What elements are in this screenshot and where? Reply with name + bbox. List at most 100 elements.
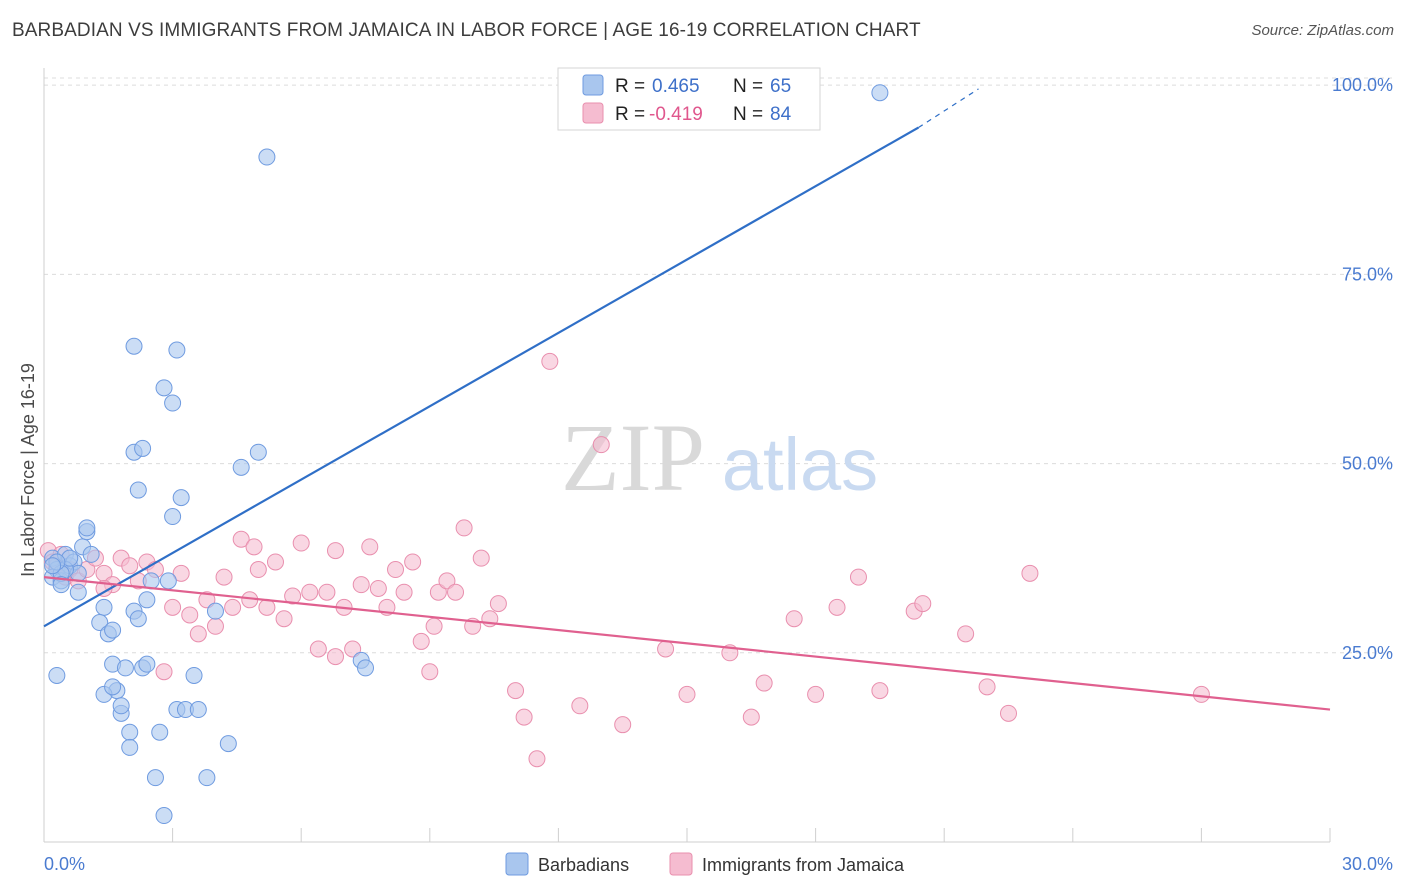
jamaica-point [309, 640, 327, 658]
jamaica-point [189, 625, 207, 643]
legend: Barbadians Immigrants from Jamaica [505, 852, 905, 876]
watermark: ZIP atlas [561, 404, 878, 511]
legend-label-barbadians: Barbadians [538, 855, 629, 875]
barbadian-point [104, 621, 122, 639]
jamaica-point [181, 606, 199, 624]
stats-swatch-pink [582, 102, 604, 124]
jamaica-point [614, 716, 632, 734]
jamaica-point [266, 553, 284, 571]
barbadian-point [232, 458, 250, 476]
watermark-zip: ZIP [561, 404, 705, 511]
jamaica-point [249, 561, 267, 579]
barbadian-point [249, 443, 267, 461]
barbadian-point [44, 557, 62, 575]
stats-swatch-blue [582, 74, 604, 96]
jamaica-point [301, 583, 319, 601]
jamaica-point [425, 617, 443, 635]
jamaica-point [326, 648, 344, 666]
jamaica-point [275, 610, 293, 628]
y-tick-label-50: 50.0% [1342, 454, 1393, 474]
barbadian-point [155, 807, 173, 825]
x-tick-label-min: 0.0% [44, 854, 85, 874]
barbadian-point [206, 602, 224, 620]
jamaica-point [472, 549, 490, 567]
barbadian-point [185, 666, 203, 684]
y-tick-label-100: 100.0% [1332, 75, 1393, 95]
barbadian-point [198, 769, 216, 787]
barbadian-point [95, 598, 113, 616]
jamaica-point [1000, 704, 1017, 722]
jamaica-point [742, 708, 760, 726]
jamaica-point [807, 685, 825, 703]
barbadian-point [121, 723, 139, 741]
jamaica-point [421, 663, 439, 681]
barbadian-point [82, 545, 100, 563]
x-tick-label-max: 30.0% [1342, 854, 1393, 874]
axes: 25.0% 50.0% 75.0% 100.0% [43, 68, 1393, 843]
jamaica-point [387, 561, 405, 579]
barbadian-point [112, 697, 130, 715]
trend-line-barbadians-extension [918, 88, 979, 129]
jamaica-point [1192, 685, 1210, 703]
barbadian-point [91, 614, 109, 632]
jamaica-point [155, 663, 173, 681]
y-axis-label: In Labor Force | Age 16-19 [18, 363, 38, 577]
barbadian-point [129, 610, 147, 628]
stats-r-value-1: 0.465 [652, 76, 700, 97]
jamaica-point [352, 576, 370, 594]
jamaica-point [914, 595, 932, 613]
barbadian-point [104, 678, 122, 696]
stats-n-label-1: N = [733, 76, 763, 97]
trend-line-barbadians [43, 126, 920, 628]
jamaica-point [404, 553, 422, 571]
jamaica-point [871, 682, 889, 700]
jamaica-point [318, 583, 336, 601]
jamaica-point [455, 519, 473, 537]
jamaica-point [849, 568, 867, 586]
y-tick-label-25: 25.0% [1342, 643, 1393, 663]
jamaica-point [121, 557, 139, 575]
jamaica-point [395, 583, 413, 601]
jamaica-point [489, 595, 507, 613]
jamaica-point [232, 530, 250, 548]
jamaica-point [978, 678, 996, 696]
jamaica-point [292, 534, 310, 552]
jamaica-point [224, 598, 242, 616]
jamaica-point [284, 587, 302, 605]
barbadian-point [121, 738, 139, 756]
jamaica-point [678, 685, 696, 703]
chart-title: BARBADIAN VS IMMIGRANTS FROM JAMAICA IN … [12, 20, 921, 41]
stats-r-label-2: R = [615, 104, 645, 125]
watermark-atlas: atlas [722, 423, 878, 506]
stats-r-label-1: R = [615, 76, 645, 97]
jamaica-point [344, 640, 362, 658]
barbadian-point [357, 659, 374, 677]
barbadian-point [134, 439, 152, 457]
jamaica-point [429, 583, 447, 601]
barbadian-point [116, 659, 134, 677]
jamaica-point [1021, 564, 1039, 582]
jamaica-point [361, 538, 379, 556]
legend-swatch-jamaica [669, 852, 693, 876]
stats-n-value-2: 84 [770, 104, 792, 125]
barbadian-point [151, 723, 169, 741]
jamaica-point [515, 708, 533, 726]
jamaica-point [245, 538, 263, 556]
barbadian-point [871, 84, 889, 102]
jamaica-point [438, 572, 456, 590]
jamaica-point [755, 674, 773, 692]
jamaica-point [507, 682, 525, 700]
barbadian-point [189, 701, 207, 719]
barbadian-point [168, 341, 186, 359]
barbadian-point [52, 576, 70, 594]
jamaica-point [785, 610, 803, 628]
stats-n-value-1: 65 [770, 76, 791, 97]
jamaica-point [571, 697, 589, 715]
barbadian-point [172, 489, 190, 507]
jamaica-point [206, 617, 224, 635]
barbadian-point [48, 666, 66, 684]
barbadian-point [138, 655, 156, 673]
jamaica-point [592, 436, 610, 454]
chart-source: Source: ZipAtlas.com [1251, 22, 1394, 39]
